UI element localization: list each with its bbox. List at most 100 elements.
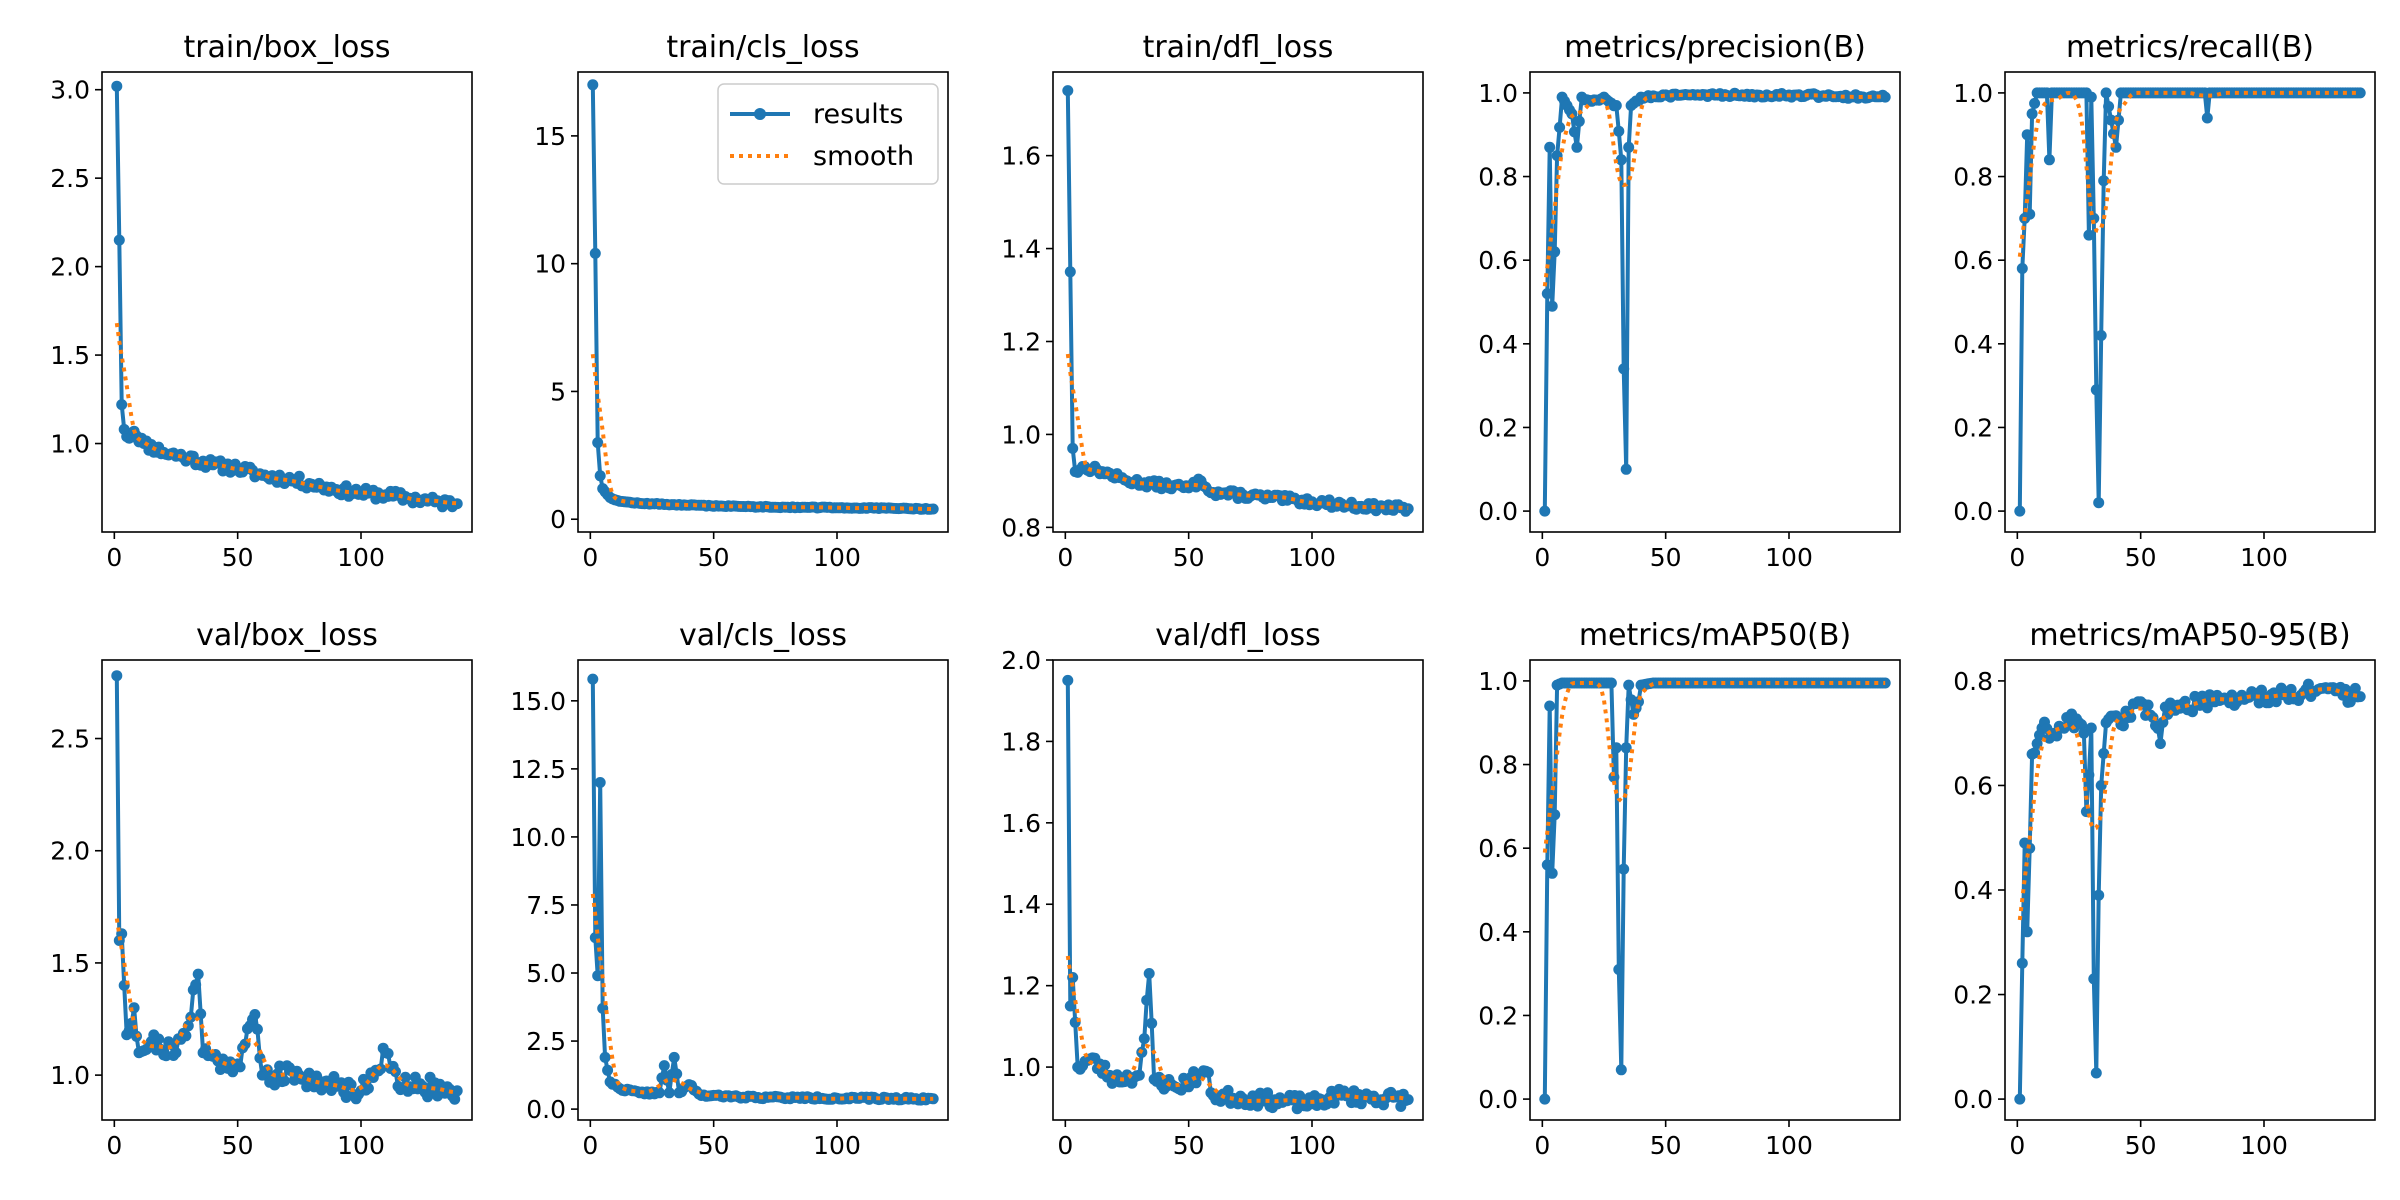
results-point bbox=[2270, 696, 2282, 708]
results-point bbox=[1541, 288, 1553, 300]
results-point bbox=[449, 1093, 461, 1105]
y-tick-label: 0.8 bbox=[1001, 513, 1041, 542]
results-point bbox=[1153, 1071, 1165, 1083]
subplot-5: val/box_loss 0 50 100 1.0 1.5 2.0 2.5 bbox=[50, 618, 473, 1160]
results-point bbox=[2093, 497, 2105, 509]
y-tick-label: 1.0 bbox=[1478, 79, 1518, 108]
results-point bbox=[2100, 87, 2112, 99]
x-tick-label: 0 bbox=[106, 1131, 122, 1160]
subplot-2: train/dfl_loss 0 50 100 0.8 1.0 1.2 1.4 1.6 bbox=[1001, 30, 1424, 572]
x-tick-label: 100 bbox=[813, 1131, 861, 1160]
results-point bbox=[1262, 1087, 1274, 1099]
subplot-title: metrics/mAP50(B) bbox=[1579, 618, 1851, 653]
subplot-title: train/cls_loss bbox=[666, 30, 859, 65]
results-point bbox=[1618, 363, 1630, 375]
subplot-title: metrics/mAP50-95(B) bbox=[2029, 618, 2350, 653]
results-point bbox=[190, 979, 202, 991]
results-series-line bbox=[2017, 682, 2361, 1100]
results-point bbox=[2154, 738, 2166, 750]
results-point bbox=[589, 247, 601, 259]
results-point bbox=[2014, 1093, 2026, 1105]
y-tick-label: 1.0 bbox=[1001, 420, 1041, 449]
results-point bbox=[111, 80, 123, 92]
y-tick-label: 0.4 bbox=[1478, 330, 1518, 359]
y-tick-label: 5.0 bbox=[526, 959, 566, 988]
y-tick-label: 15.0 bbox=[510, 687, 566, 716]
y-tick-label: 2.0 bbox=[50, 253, 90, 282]
x-tick-label: 100 bbox=[2240, 543, 2288, 572]
plot-frame bbox=[1529, 659, 1901, 1121]
y-tick-label: 2.5 bbox=[50, 725, 90, 754]
results-point bbox=[279, 1075, 290, 1087]
x-tick-label: 0 bbox=[1057, 543, 1073, 572]
x-tick-label: 100 bbox=[1765, 543, 1813, 572]
results-point bbox=[1549, 246, 1561, 258]
y-tick-label: 1.2 bbox=[1001, 972, 1041, 1001]
x-tick-label: 0 bbox=[2009, 1131, 2025, 1160]
plot-frame bbox=[101, 71, 473, 533]
y-tick-label: 1.5 bbox=[50, 341, 90, 370]
results-point bbox=[592, 970, 604, 982]
results-point bbox=[1546, 867, 1558, 879]
results-point bbox=[1554, 121, 1566, 133]
results-point bbox=[653, 1087, 665, 1099]
results-series-line bbox=[114, 86, 458, 509]
results-series-line bbox=[1542, 91, 1887, 512]
x-tick-label: 50 bbox=[2125, 1131, 2157, 1160]
y-tick-label: 7.5 bbox=[526, 891, 566, 920]
results-point bbox=[1138, 1033, 1150, 1045]
results-point bbox=[2187, 706, 2198, 718]
x-tick-label: 0 bbox=[2009, 543, 2025, 572]
x-tick-label: 0 bbox=[1534, 1131, 1550, 1160]
y-tick-label: 0.8 bbox=[1478, 751, 1518, 780]
results-point bbox=[195, 1008, 207, 1020]
x-tick-label: 50 bbox=[1650, 1131, 1682, 1160]
results-point bbox=[1133, 1069, 1145, 1081]
results-point bbox=[1064, 266, 1076, 278]
results-point bbox=[116, 399, 128, 411]
results-point bbox=[2021, 926, 2033, 938]
results-point bbox=[2083, 769, 2095, 781]
x-tick-label: 100 bbox=[337, 1131, 385, 1160]
y-tick-label: 0.2 bbox=[1953, 981, 1993, 1010]
results-point bbox=[2014, 505, 2026, 517]
y-tick-label: 1.0 bbox=[1953, 79, 1993, 108]
subplot-3: metrics/precision(B) 0 50 100 0.0 0.2 0.4 0.6 0.… bbox=[1478, 30, 1901, 572]
results-point bbox=[1615, 154, 1627, 166]
results-point bbox=[587, 673, 599, 685]
subplot-8: metrics/mAP50(B) 0 50 100 0.0 0.2 0.4 0.6 0.8 1.0 bbox=[1478, 618, 1901, 1160]
y-tick-label: 0.8 bbox=[1478, 163, 1518, 192]
plot-frame bbox=[2004, 71, 2376, 533]
x-tick-label: 100 bbox=[1288, 543, 1336, 572]
results-point bbox=[2093, 889, 2105, 901]
results-point bbox=[2354, 691, 2366, 703]
y-tick-label: 1.2 bbox=[1001, 327, 1041, 356]
results-point bbox=[602, 1064, 614, 1076]
y-tick-label: 1.5 bbox=[50, 949, 90, 978]
y-tick-label: 5 bbox=[550, 377, 566, 406]
results-point bbox=[2142, 699, 2154, 711]
x-tick-label: 100 bbox=[1765, 1131, 1813, 1160]
results-series-line bbox=[1065, 90, 1410, 514]
results-point bbox=[1539, 1093, 1551, 1105]
results-point bbox=[2098, 175, 2110, 187]
results-point bbox=[2095, 330, 2107, 341]
y-tick-label: 10.0 bbox=[510, 823, 566, 852]
results-point bbox=[249, 1009, 261, 1020]
y-tick-label: 0 bbox=[550, 505, 566, 534]
y-tick-label: 1.6 bbox=[1001, 809, 1041, 838]
results-point bbox=[345, 1079, 357, 1091]
y-tick-label: 0.6 bbox=[1953, 771, 1993, 800]
results-series-line bbox=[590, 679, 934, 1103]
results-point bbox=[1620, 463, 1632, 475]
x-tick-label: 100 bbox=[337, 543, 385, 572]
subplot-title: train/box_loss bbox=[183, 30, 390, 65]
legend-box bbox=[717, 83, 939, 185]
y-tick-label: 0.0 bbox=[1953, 1085, 1993, 1114]
results-point bbox=[1143, 968, 1155, 979]
subplot-7: val/dfl_loss 0 50 100 1.0 1.2 1.4 1.6 1.8 2.0 bbox=[1001, 618, 1424, 1160]
results-point bbox=[2088, 973, 2100, 985]
results-point bbox=[113, 234, 125, 246]
results-point bbox=[1571, 141, 1583, 153]
